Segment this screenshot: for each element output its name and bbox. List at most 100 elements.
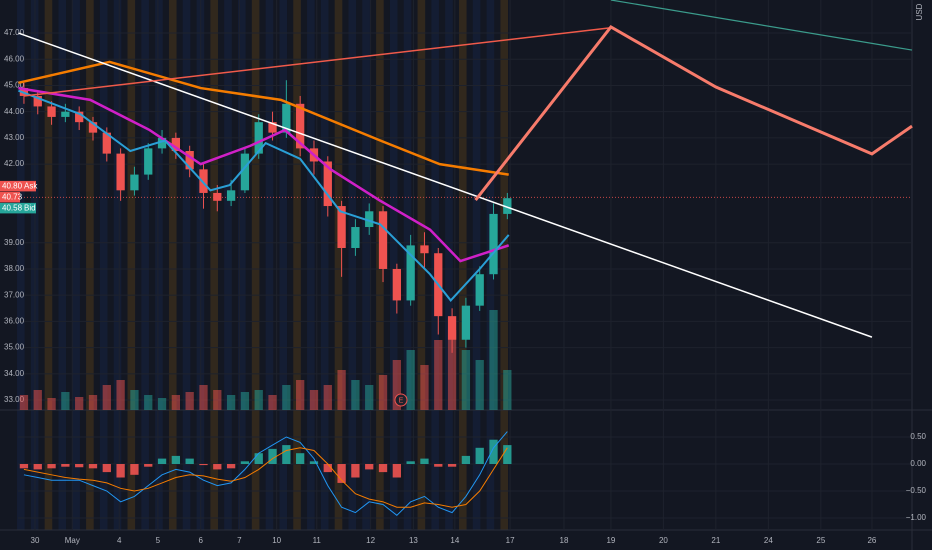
macd-histogram (47, 464, 56, 469)
indicator-line (18, 86, 510, 263)
session-band (72, 0, 80, 530)
y-tick-label: 38.00 (4, 264, 25, 273)
candle-body (351, 227, 360, 248)
volume-bar (351, 380, 360, 410)
macd-histogram (309, 461, 319, 465)
x-tick-label: May (65, 536, 80, 545)
macd-histogram (116, 464, 125, 478)
volume-bar (309, 390, 319, 410)
volume-bar (323, 385, 332, 410)
price-tag-label: 40.73 (2, 193, 23, 202)
y-tick-label: 0.50 (910, 432, 926, 441)
macd-histogram (406, 461, 415, 465)
volume-bar (33, 390, 42, 410)
volume-bar (61, 392, 70, 410)
volume-bar (116, 380, 125, 410)
candle-body (213, 192, 222, 201)
macd-histogram (503, 445, 512, 465)
candle-body (282, 103, 291, 133)
macd-histogram (19, 464, 29, 469)
session-band (362, 0, 370, 530)
x-tick-label: 17 (506, 536, 515, 545)
x-tick-label: 30 (31, 536, 40, 545)
macd-histogram (420, 458, 429, 465)
session-band (293, 0, 301, 530)
candle-body (75, 111, 84, 123)
macd-histogram (282, 445, 291, 465)
candle-body (475, 274, 484, 306)
session-band (155, 0, 163, 530)
price-tag-side: Bid (24, 204, 36, 213)
session-band (224, 0, 232, 530)
session-band (348, 0, 357, 530)
macd-histogram (130, 464, 139, 475)
x-tick-label: 6 (198, 536, 203, 545)
session-band (472, 0, 481, 530)
price-tag (0, 202, 36, 214)
y-tick-label: 46.00 (4, 54, 25, 63)
volume-bar (130, 390, 139, 410)
session-band (445, 0, 453, 530)
candle-body (337, 206, 346, 248)
volume-bar (420, 365, 429, 410)
macd-histogram (378, 464, 388, 473)
volume-bar (157, 398, 167, 410)
candle-body (406, 245, 415, 301)
x-tick-label: 10 (272, 536, 281, 545)
macd-histogram (323, 464, 332, 473)
y-tick-label: 44.00 (4, 107, 25, 116)
y-tick-label: −0.50 (906, 486, 927, 495)
macd-line (23, 447, 508, 508)
macd-histogram (254, 453, 263, 465)
indicator-line (23, 27, 612, 97)
x-tick-label: 12 (366, 536, 375, 545)
candle-body (226, 190, 236, 201)
indicator-line (18, 89, 510, 302)
volume-bar (434, 340, 443, 410)
y-tick-label: 42.00 (4, 159, 25, 168)
macd-histogram (61, 464, 70, 467)
candle-body (157, 137, 167, 149)
macd-histogram (434, 464, 443, 467)
volume-bar (199, 385, 208, 410)
candle-body (185, 150, 194, 170)
macd-histogram (365, 464, 374, 470)
macd-histogram (144, 464, 153, 467)
candle-body (392, 268, 401, 301)
y-tick-label: −1.00 (906, 513, 927, 522)
candle-body (323, 161, 332, 207)
volume-bar (47, 398, 56, 410)
x-tick-label: 4 (117, 536, 122, 545)
event-label: E (399, 397, 404, 404)
candle-body (33, 95, 42, 107)
session-band (17, 0, 25, 530)
session-band (500, 0, 509, 530)
candle-body (144, 148, 153, 175)
volume-bar (365, 385, 374, 410)
session-band (86, 0, 94, 530)
x-tick-label: 24 (764, 536, 773, 545)
macd-histogram (475, 447, 484, 465)
y-tick-label: 37.00 (4, 290, 25, 299)
session-band (389, 0, 398, 530)
y-tick-label: 43.00 (4, 133, 25, 142)
y-tick-label: 45.00 (4, 81, 25, 90)
price-tag-side: Ask (24, 182, 38, 191)
session-band (182, 0, 191, 530)
candle-body (47, 106, 56, 117)
candle-body (503, 198, 512, 214)
x-tick-label: 7 (237, 536, 242, 545)
macd-histogram (489, 439, 498, 465)
candle-body (461, 305, 471, 340)
indicator-line (18, 32, 873, 338)
candle-body (420, 245, 429, 254)
volume-bar (185, 392, 194, 410)
macd-histogram (392, 464, 401, 478)
y-tick-label: 33.00 (4, 395, 25, 404)
x-tick-label: 20 (659, 536, 668, 545)
volume-bar (268, 395, 277, 410)
macd-histogram (199, 464, 208, 466)
x-tick-label: 11 (313, 536, 322, 545)
y-tick-label: 47.00 (4, 28, 25, 37)
indicator-line (18, 60, 509, 176)
